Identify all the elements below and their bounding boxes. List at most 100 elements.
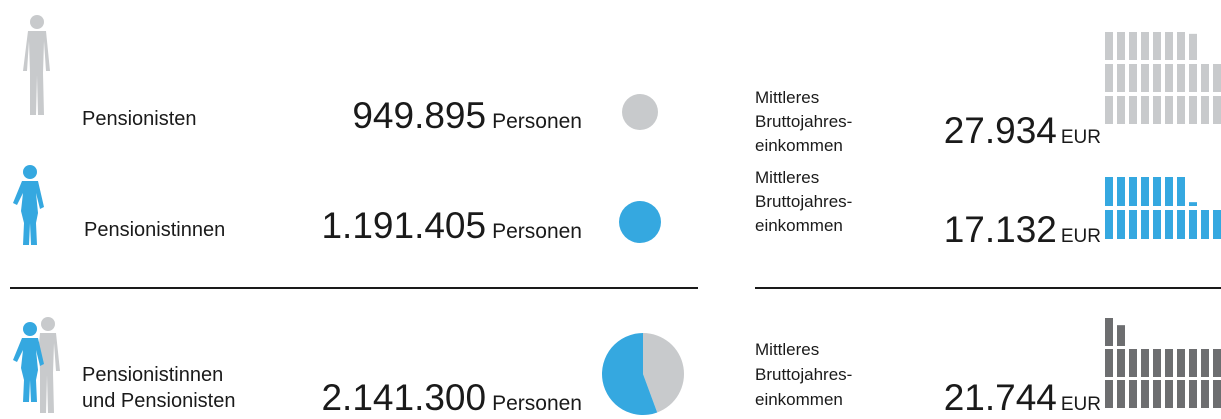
income-bar bbox=[1213, 64, 1221, 92]
group-label: Pensionisten bbox=[82, 108, 197, 130]
persons-count: 1.191.405 Personen bbox=[321, 205, 582, 246]
income-bar bbox=[1189, 210, 1197, 239]
persons-unit: Personen bbox=[492, 220, 582, 243]
income-amount: 17.132 EUR bbox=[944, 209, 1101, 250]
income-bar bbox=[1189, 380, 1197, 408]
income-bar bbox=[1105, 380, 1113, 408]
persons-number: 949.895 bbox=[352, 95, 486, 136]
income-label: Mittleres bbox=[755, 340, 819, 359]
woman-icon bbox=[13, 165, 44, 245]
persons-number: 1.191.405 bbox=[321, 205, 486, 246]
income-label: Bruttojahres- bbox=[755, 112, 852, 131]
persons-count: 2.141.300 Personen bbox=[321, 377, 582, 418]
income-bar bbox=[1141, 96, 1149, 124]
income-bar bbox=[1177, 210, 1185, 239]
income-bar bbox=[1153, 64, 1161, 92]
income-label: einkommen bbox=[755, 216, 843, 235]
income-bar bbox=[1153, 177, 1161, 206]
income-bar bbox=[1201, 349, 1209, 377]
income-bar bbox=[1165, 177, 1173, 206]
income-label: Mittleres bbox=[755, 168, 819, 187]
income-bar bbox=[1153, 32, 1161, 60]
income-bar bbox=[1177, 177, 1185, 206]
income-bar bbox=[1153, 210, 1161, 239]
income-bar bbox=[1201, 64, 1209, 92]
income-bar bbox=[1213, 96, 1221, 124]
income-bar bbox=[1201, 96, 1209, 124]
income-bar bbox=[1117, 177, 1125, 206]
income-bar bbox=[1201, 380, 1209, 408]
income-bar bbox=[1117, 349, 1125, 377]
income-unit: EUR bbox=[1061, 226, 1101, 247]
income-bar bbox=[1117, 64, 1125, 92]
income-label: einkommen bbox=[755, 390, 843, 409]
income-bar bbox=[1105, 177, 1113, 206]
income-bar bbox=[1105, 318, 1113, 346]
persons-number: 2.141.300 bbox=[321, 377, 486, 418]
income-bar bbox=[1129, 349, 1137, 377]
group-label: und Pensionisten bbox=[82, 390, 235, 412]
income-bar bbox=[1177, 32, 1185, 60]
income-bar bbox=[1117, 380, 1125, 408]
persons-unit: Personen bbox=[492, 110, 582, 133]
income-amount: 21.744 EUR bbox=[944, 377, 1101, 418]
persons-circle bbox=[622, 94, 658, 130]
income-bar bbox=[1129, 96, 1137, 124]
persons-count: 949.895 Personen bbox=[352, 95, 582, 136]
income-bar bbox=[1117, 32, 1125, 60]
man-icon bbox=[23, 15, 50, 115]
income-bar bbox=[1189, 33, 1197, 60]
income-bar bbox=[1177, 380, 1185, 408]
income-bar bbox=[1177, 349, 1185, 377]
income-bar bbox=[1213, 210, 1221, 239]
group-label: Pensionistinnen bbox=[82, 364, 223, 386]
income-bar bbox=[1105, 349, 1113, 377]
income-bar bbox=[1177, 64, 1185, 92]
group-label: Pensionistinnen bbox=[84, 219, 225, 241]
income-bar bbox=[1129, 177, 1137, 206]
pie-slice bbox=[643, 332, 685, 413]
income-bar bbox=[1141, 349, 1149, 377]
income-bar bbox=[1105, 64, 1113, 92]
income-amount: 27.934 EUR bbox=[944, 110, 1101, 151]
persons-circle bbox=[619, 201, 661, 243]
income-bar bbox=[1177, 96, 1185, 124]
income-label: Bruttojahres- bbox=[755, 192, 852, 211]
income-bar bbox=[1189, 64, 1197, 92]
income-label: einkommen bbox=[755, 136, 843, 155]
income-label: Bruttojahres- bbox=[755, 365, 852, 384]
income-bar bbox=[1141, 380, 1149, 408]
income-bar bbox=[1189, 349, 1197, 377]
income-bar bbox=[1117, 210, 1125, 239]
income-bar bbox=[1165, 32, 1173, 60]
couple-icon bbox=[13, 317, 60, 413]
income-bar bbox=[1105, 210, 1113, 239]
income-bar bbox=[1153, 380, 1161, 408]
income-bar bbox=[1141, 32, 1149, 60]
income-unit: EUR bbox=[1061, 394, 1101, 415]
income-bar bbox=[1165, 380, 1173, 408]
income-bar bbox=[1189, 202, 1197, 206]
income-label: Mittleres bbox=[755, 88, 819, 107]
income-bar bbox=[1165, 210, 1173, 239]
income-number: 21.744 bbox=[944, 377, 1057, 418]
income-bar bbox=[1201, 210, 1209, 239]
income-bar bbox=[1129, 210, 1137, 239]
income-bar bbox=[1129, 64, 1137, 92]
income-bar bbox=[1129, 32, 1137, 60]
income-unit: EUR bbox=[1061, 127, 1101, 148]
pie-slice bbox=[602, 333, 658, 415]
income-bar bbox=[1117, 96, 1125, 124]
income-bar bbox=[1141, 64, 1149, 92]
income-bar bbox=[1165, 64, 1173, 92]
income-number: 17.132 bbox=[944, 209, 1057, 250]
income-bar bbox=[1141, 210, 1149, 239]
income-bar bbox=[1189, 96, 1197, 124]
income-bar bbox=[1141, 177, 1149, 206]
income-bar bbox=[1105, 96, 1113, 124]
income-bar bbox=[1165, 349, 1173, 377]
income-bar bbox=[1213, 349, 1221, 377]
income-bar bbox=[1153, 349, 1161, 377]
income-bar bbox=[1213, 380, 1221, 408]
